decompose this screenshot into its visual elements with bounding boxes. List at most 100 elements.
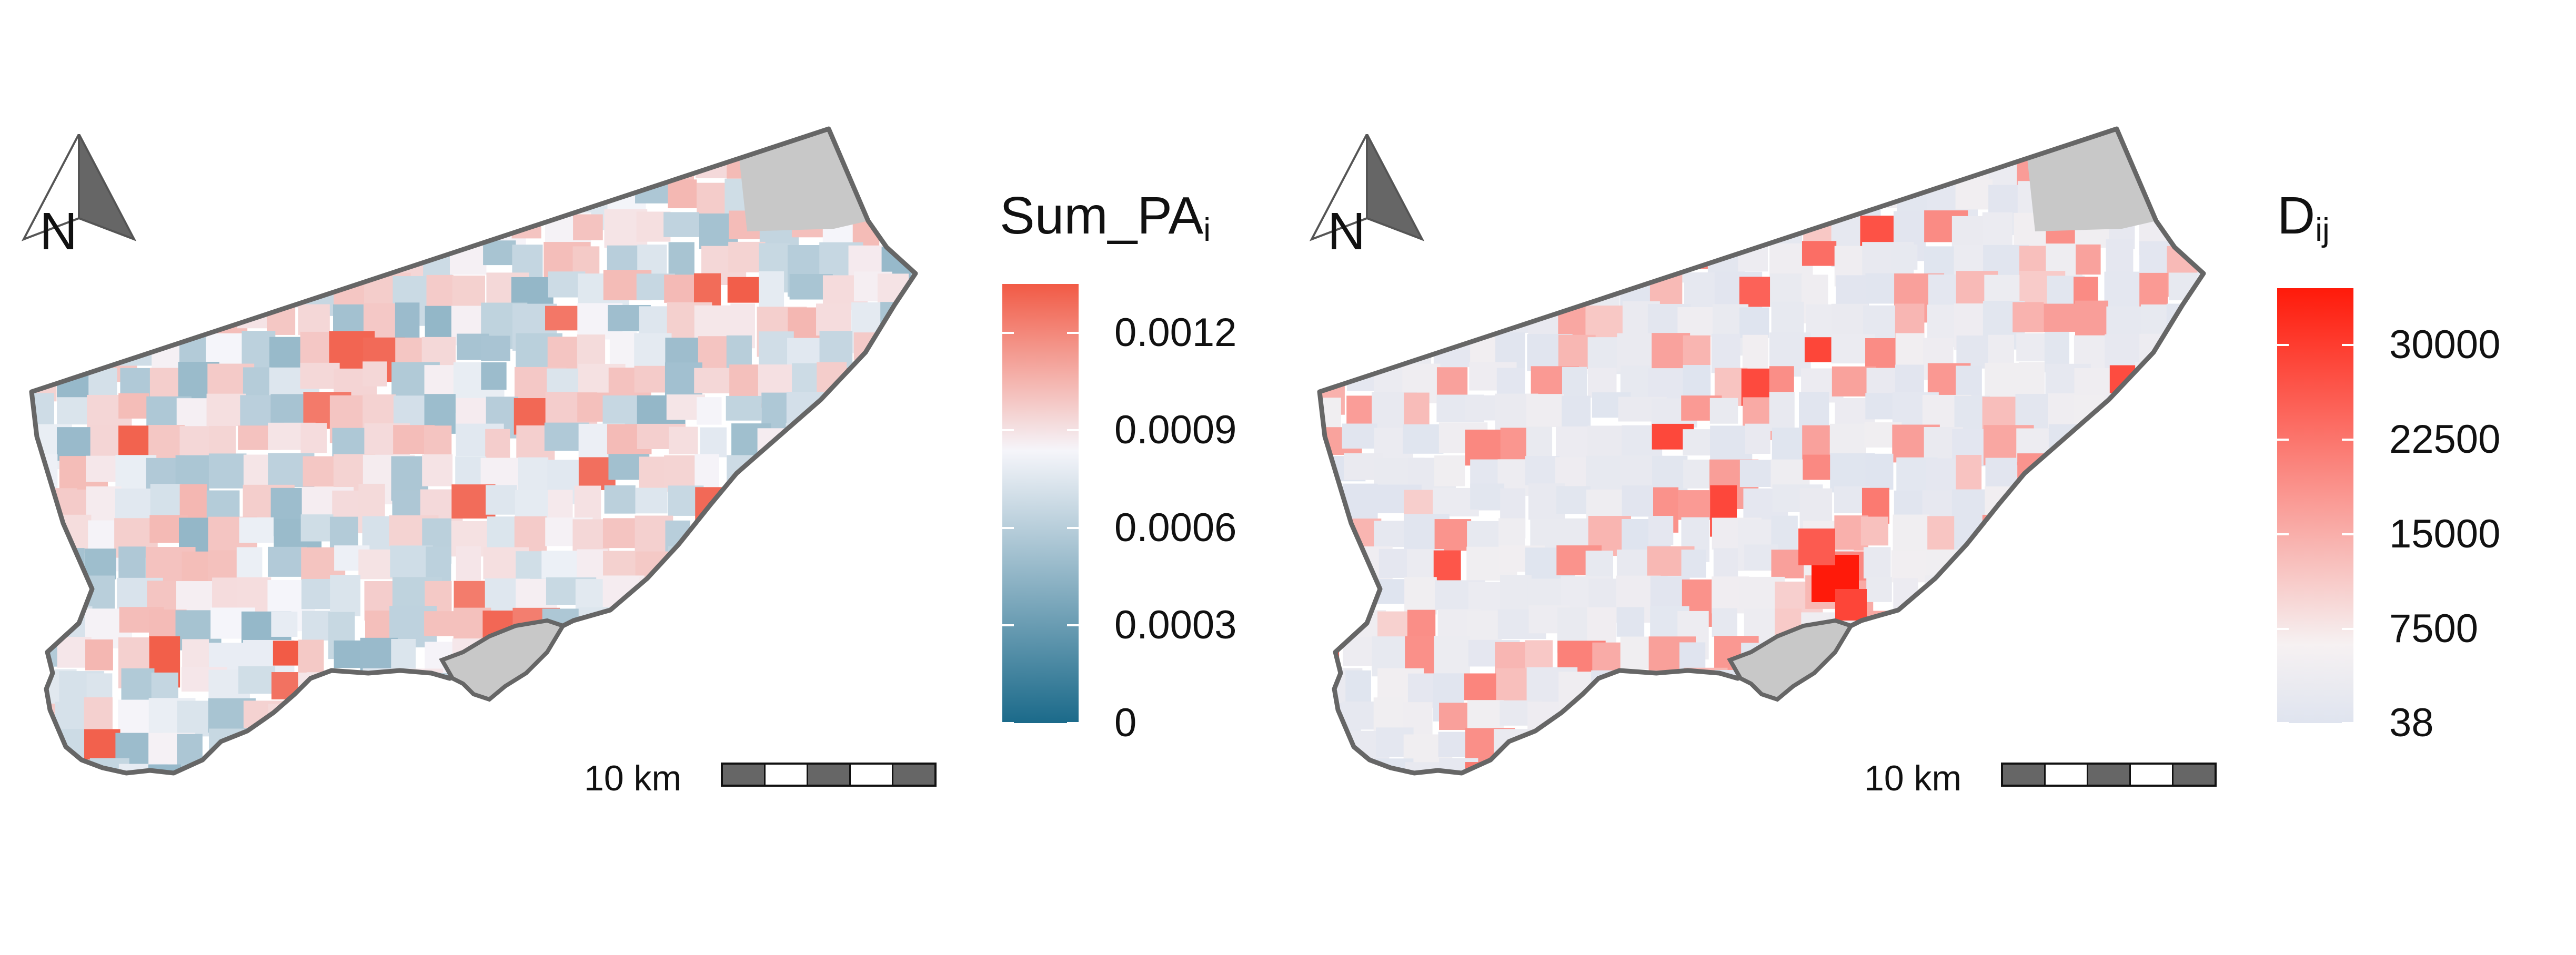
tract — [452, 129, 498, 158]
tract — [1589, 178, 1625, 208]
tract — [884, 362, 915, 388]
tract — [517, 733, 567, 758]
tract — [1713, 762, 1740, 773]
tract — [2170, 456, 2203, 498]
tract — [2049, 516, 2092, 544]
tract — [451, 761, 494, 773]
tract — [914, 611, 915, 643]
tract — [849, 638, 899, 668]
tract — [605, 637, 633, 688]
tract — [701, 697, 751, 738]
tract — [1402, 307, 1427, 335]
tract — [1433, 550, 1461, 582]
tract — [1860, 216, 1897, 246]
tract — [1683, 734, 1731, 773]
tract — [605, 609, 656, 634]
tract — [1320, 610, 1347, 635]
tract — [666, 612, 696, 644]
tract — [149, 148, 193, 185]
tract — [2018, 582, 2052, 611]
tract — [1557, 765, 1609, 773]
legend-tick-mark — [2342, 343, 2353, 346]
tract — [32, 273, 59, 314]
tract — [300, 129, 345, 162]
tract — [1864, 697, 1906, 729]
tract — [392, 129, 442, 151]
tract — [1526, 394, 1564, 427]
tract — [1407, 271, 1454, 298]
tract — [1342, 423, 1377, 449]
tract — [1866, 577, 1892, 602]
tract — [148, 306, 175, 349]
tract — [2197, 699, 2203, 743]
tract — [455, 729, 489, 770]
tract — [2169, 184, 2203, 229]
tract — [330, 575, 361, 616]
tract — [1769, 392, 1795, 431]
tract — [757, 454, 808, 506]
tract — [1681, 550, 1706, 578]
tract — [821, 668, 848, 715]
tract — [2201, 612, 2203, 656]
tract — [55, 306, 88, 344]
tract — [86, 673, 113, 702]
tract — [422, 454, 453, 486]
tract — [1435, 129, 1478, 155]
no-data-region — [2025, 129, 2156, 231]
tract — [182, 129, 226, 168]
tract — [1467, 209, 1517, 261]
tract — [2107, 636, 2142, 666]
tract — [454, 581, 491, 611]
tract — [2013, 520, 2050, 555]
tract — [1561, 215, 1609, 264]
tract — [1403, 424, 1444, 454]
tract — [2197, 180, 2203, 231]
tract — [908, 303, 915, 349]
tract — [760, 515, 808, 560]
tract — [1617, 210, 1657, 247]
tract — [487, 182, 522, 226]
legend-tick-label: 0 — [1114, 700, 1137, 745]
legend-tick-mark — [2277, 343, 2289, 346]
tract — [756, 579, 799, 604]
legend-tick-label: 15000 — [2389, 511, 2501, 556]
tract — [758, 607, 788, 650]
tract — [881, 608, 915, 652]
tract — [727, 489, 771, 520]
tract — [881, 637, 915, 669]
tract — [1956, 365, 1982, 398]
tract — [1953, 668, 1978, 717]
tract — [1496, 763, 1532, 773]
tract — [1527, 272, 1567, 309]
map-panel-left: N Sum_PAi 0.0012 0.0009 0.0006 0.0003 0 10 k… — [21, 0, 1236, 797]
tract — [331, 129, 372, 158]
tract — [272, 148, 299, 193]
tract — [268, 704, 305, 733]
tract — [1528, 244, 1568, 271]
tract — [335, 699, 377, 743]
tract — [2106, 239, 2134, 276]
tract — [1806, 729, 1857, 769]
tract — [2166, 608, 2203, 659]
tract — [362, 211, 398, 243]
tract — [1436, 272, 1465, 314]
tract — [57, 548, 85, 596]
tract — [150, 242, 179, 285]
tract — [517, 181, 555, 210]
tract — [1436, 367, 1468, 397]
tract — [883, 520, 915, 558]
tract — [2202, 458, 2203, 506]
tract — [1802, 129, 1838, 158]
tract — [481, 698, 508, 739]
tract — [821, 729, 859, 763]
tract — [1342, 702, 1375, 730]
tract — [700, 427, 727, 458]
legend-tick-mark — [1067, 429, 1079, 432]
tract — [2168, 129, 2197, 152]
no-data-region — [737, 129, 868, 231]
tract — [848, 545, 884, 592]
tract — [546, 151, 585, 180]
tract — [243, 367, 271, 397]
tract — [2166, 151, 2203, 190]
tract — [89, 303, 124, 347]
